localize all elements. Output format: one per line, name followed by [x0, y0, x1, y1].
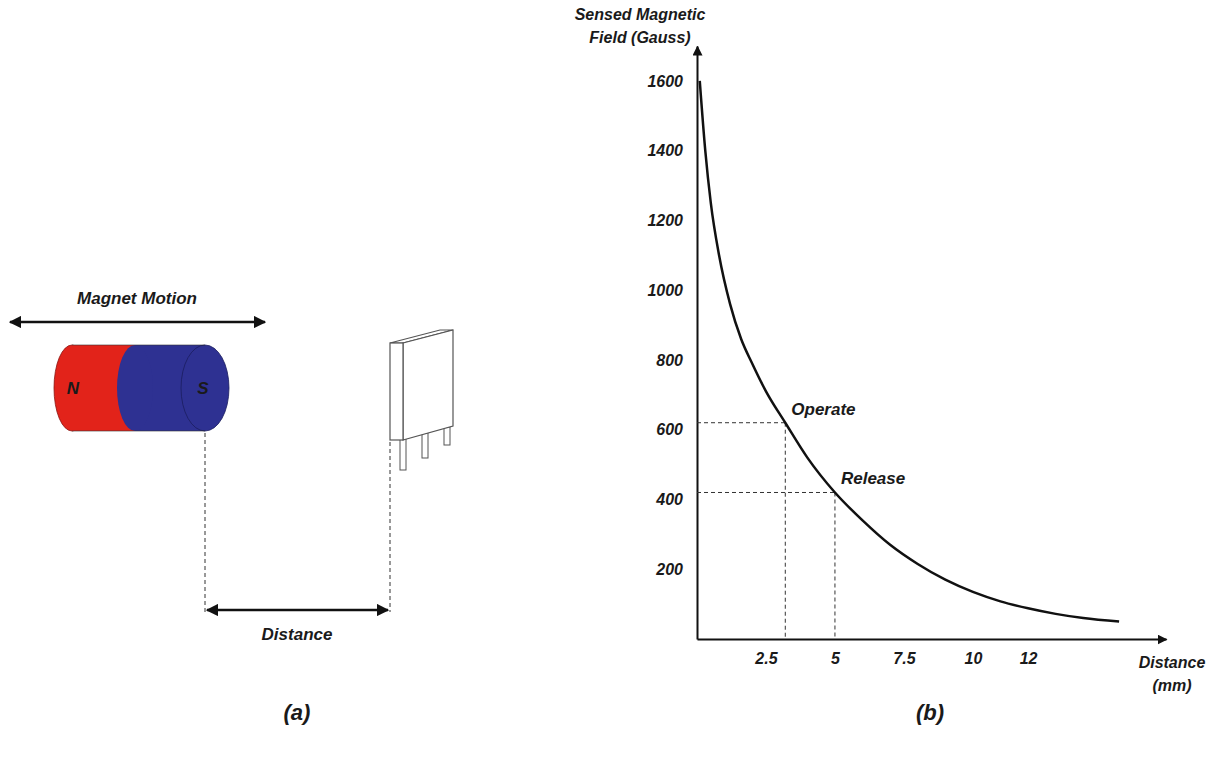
sensor-face: [403, 330, 453, 440]
sensor: [390, 330, 453, 470]
motion-label: Magnet Motion: [77, 289, 197, 308]
x-tick: 10: [964, 639, 982, 667]
magnet-boundary: [117, 345, 153, 431]
y-tick: 1200: [647, 212, 697, 229]
chart-panel: 2.5 5 7.5 10 12 200 400 600 800 1000 1200 1400 1600 O…: [575, 6, 1206, 694]
y-tick: 600: [656, 421, 697, 438]
title-line: (mm): [1152, 677, 1191, 694]
y-tick-label: 400: [655, 491, 683, 508]
diagram-panel: Magnet MotionNSDistance: [10, 289, 453, 644]
pole-label: S: [197, 379, 209, 398]
x-axis: 2.5 5 7.5 10 12: [698, 639, 1167, 667]
annotation-guide: [697, 422, 785, 423]
y-axis-title: Sensed Magnetic Field (Gauss): [575, 6, 706, 46]
guide-line: [390, 442, 391, 612]
x-tick: 12: [1020, 639, 1038, 667]
y-tick: 800: [656, 352, 697, 369]
x-tick: 7.5: [893, 639, 916, 667]
sensor-pin: [400, 439, 406, 470]
magnet-south-end: [181, 345, 229, 431]
magnet-edge: [72, 431, 205, 432]
pole-label: N: [67, 379, 80, 398]
magnet: NS: [54, 345, 229, 431]
y-tick-label: 1600: [647, 73, 683, 90]
x-axis-title: Distance (mm): [1139, 654, 1206, 694]
x-tick-label: 12: [1020, 650, 1038, 667]
y-tick: 200: [655, 561, 697, 578]
magnet-edge: [72, 345, 205, 346]
sensor-edge: [390, 343, 403, 440]
title-line: Field (Gauss): [589, 29, 690, 46]
y-tick-label: 1000: [647, 282, 683, 299]
guide-line: [205, 433, 206, 612]
y-tick-label: 800: [656, 352, 683, 369]
annotation-guide: [697, 492, 835, 493]
y-tick-label: 1200: [647, 212, 683, 229]
plot-area: [700, 81, 1119, 622]
x-tick-label: 10: [964, 650, 982, 667]
x-axis-line: [698, 639, 1167, 641]
y-axis: 200 400 600 800 1000 1200 1400 1600: [647, 47, 697, 640]
annotations: [697, 423, 835, 639]
panel-label: (a): [284, 700, 311, 725]
figure: Magnet MotionNSDistance(a)(b)2.557.51012…: [0, 0, 1218, 758]
x-tick-label: 7.5: [893, 650, 916, 667]
x-tick: 5: [831, 639, 841, 667]
motion-arrow: [10, 321, 265, 324]
y-tick: 1400: [647, 142, 697, 159]
x-tick-label: 2.5: [754, 650, 778, 667]
y-axis-line: [697, 47, 699, 640]
y-tick: 1000: [647, 282, 697, 299]
annotation-label: Release: [841, 469, 905, 488]
x-tick: 2.5: [754, 639, 778, 667]
y-tick-label: 600: [656, 421, 683, 438]
distance-arrow: [207, 609, 388, 612]
sensor-pin: [422, 433, 428, 458]
x-tick-label: 5: [831, 650, 841, 667]
annotation-guide: [785, 423, 786, 639]
panel-label: (b): [916, 700, 944, 725]
sensor-pin: [444, 427, 450, 445]
y-tick: 1600: [647, 73, 697, 90]
distance-label: Distance: [262, 625, 333, 644]
field-curve: [700, 81, 1119, 622]
title-line: Sensed Magnetic: [575, 6, 706, 23]
y-tick-label: 1400: [647, 142, 683, 159]
annotation-guide: [834, 492, 835, 639]
y-tick: 400: [655, 491, 697, 508]
title-line: Distance: [1139, 654, 1206, 671]
y-tick-label: 200: [655, 561, 683, 578]
annotation-label: Operate: [791, 400, 855, 419]
